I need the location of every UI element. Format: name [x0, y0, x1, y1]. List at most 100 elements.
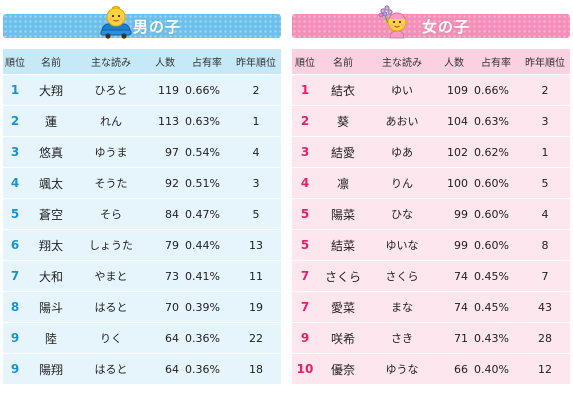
prev-rank-cell: 12: [520, 354, 570, 384]
reading-cell: りく: [75, 323, 147, 353]
prev-rank-cell: 1: [520, 137, 570, 167]
count-cell: 100: [436, 168, 472, 198]
table-row: 9 陽翔 はると 64 0.36% 18: [3, 354, 281, 384]
share-cell: 0.39%: [183, 292, 231, 322]
reading-cell: ひろと: [75, 75, 147, 105]
boys-title: 男の子: [132, 18, 181, 36]
rank-cell: 5: [3, 199, 27, 229]
share-cell: 0.63%: [183, 106, 231, 136]
table-row: 4 凛 りん 100 0.60% 5: [292, 168, 570, 198]
rank-cell: 4: [292, 168, 318, 198]
rank-cell: 10: [292, 354, 318, 384]
rank-cell: 9: [292, 323, 318, 353]
column-header-prev-rank: 昨年順位: [231, 49, 281, 74]
reading-cell: ひな: [368, 199, 436, 229]
name-cell: 翔太: [27, 230, 75, 260]
table-row: 1 結衣 ゆい 109 0.66% 2: [292, 75, 570, 105]
reading-cell: れん: [75, 106, 147, 136]
share-cell: 0.63%: [472, 106, 520, 136]
name-cell: 大翔: [27, 75, 75, 105]
girls-ranking-table: 順位 名前 主な読み 人数 占有率 昨年順位 1 結衣 ゆい 109 0.66%…: [292, 48, 570, 385]
prev-rank-cell: 4: [231, 137, 281, 167]
rank-cell: 2: [3, 106, 27, 136]
rank-cell: 2: [292, 106, 318, 136]
table-header-row: 順位 名前 主な読み 人数 占有率 昨年順位: [3, 49, 281, 74]
name-cell: 陸: [27, 323, 75, 353]
table-row: 8 陽斗 はると 70 0.39% 19: [3, 292, 281, 322]
prev-rank-cell: 3: [231, 168, 281, 198]
share-cell: 0.66%: [472, 75, 520, 105]
share-cell: 0.43%: [472, 323, 520, 353]
name-cell: 陽斗: [27, 292, 75, 322]
prev-rank-cell: 4: [520, 199, 570, 229]
reading-cell: りん: [368, 168, 436, 198]
rank-cell: 1: [3, 75, 27, 105]
column-header-rank: 順位: [3, 49, 27, 74]
prev-rank-cell: 13: [231, 230, 281, 260]
prev-rank-cell: 2: [520, 75, 570, 105]
share-cell: 0.41%: [183, 261, 231, 291]
reading-cell: はると: [75, 354, 147, 384]
girls-banner: 女の子: [292, 5, 570, 39]
share-cell: 0.45%: [472, 292, 520, 322]
reading-cell: そうた: [75, 168, 147, 198]
count-cell: 73: [147, 261, 183, 291]
girls-ranking-panel: 女の子 順位 名前 主な読み 人数 占有率 昨年順位 1 結衣 ゆい 109 0…: [292, 5, 570, 385]
name-cell: 悠真: [27, 137, 75, 167]
prev-rank-cell: 1: [231, 106, 281, 136]
column-header-reading: 主な読み: [368, 49, 436, 74]
girls-title: 女の子: [421, 18, 470, 36]
share-cell: 0.60%: [472, 168, 520, 198]
count-cell: 64: [147, 354, 183, 384]
prev-rank-cell: 22: [231, 323, 281, 353]
table-row: 5 陽菜 ひな 99 0.60% 4: [292, 199, 570, 229]
share-cell: 0.60%: [472, 230, 520, 260]
table-row: 3 悠真 ゆうま 97 0.54% 4: [3, 137, 281, 167]
reading-cell: あおい: [368, 106, 436, 136]
name-cell: 蓮: [27, 106, 75, 136]
girl-with-flowers-icon: [378, 5, 412, 43]
name-cell: 凛: [318, 168, 368, 198]
share-cell: 0.51%: [183, 168, 231, 198]
count-cell: 92: [147, 168, 183, 198]
table-row: 2 蓮 れん 113 0.63% 1: [3, 106, 281, 136]
table-row: 7 大和 やまと 73 0.41% 11: [3, 261, 281, 291]
count-cell: 74: [436, 261, 472, 291]
column-header-count: 人数: [147, 49, 183, 74]
count-cell: 99: [436, 230, 472, 260]
prev-rank-cell: 5: [520, 168, 570, 198]
column-header-share: 占有率: [472, 49, 520, 74]
table-row: 7 さくら さくら 74 0.45% 7: [292, 261, 570, 291]
reading-cell: やまと: [75, 261, 147, 291]
name-cell: 結愛: [318, 137, 368, 167]
count-cell: 66: [436, 354, 472, 384]
rank-cell: 9: [3, 354, 27, 384]
rank-cell: 1: [292, 75, 318, 105]
count-cell: 99: [436, 199, 472, 229]
table-row: 5 結菜 ゆいな 99 0.60% 8: [292, 230, 570, 260]
share-cell: 0.54%: [183, 137, 231, 167]
table-header-row: 順位 名前 主な読み 人数 占有率 昨年順位: [292, 49, 570, 74]
boys-ranking-table: 順位 名前 主な読み 人数 占有率 昨年順位 1 大翔 ひろと 119 0.66…: [3, 48, 281, 385]
reading-cell: まな: [368, 292, 436, 322]
count-cell: 97: [147, 137, 183, 167]
count-cell: 74: [436, 292, 472, 322]
reading-cell: ゆいな: [368, 230, 436, 260]
reading-cell: そら: [75, 199, 147, 229]
reading-cell: さき: [368, 323, 436, 353]
table-row: 3 結愛 ゆあ 102 0.62% 1: [292, 137, 570, 167]
name-cell: 陽翔: [27, 354, 75, 384]
reading-cell: しょうた: [75, 230, 147, 260]
rank-cell: 8: [3, 292, 27, 322]
table-row: 7 愛菜 まな 74 0.45% 43: [292, 292, 570, 322]
name-cell: 葵: [318, 106, 368, 136]
rank-cell: 7: [3, 261, 27, 291]
share-cell: 0.36%: [183, 354, 231, 384]
rank-cell: 9: [3, 323, 27, 353]
column-header-share: 占有率: [183, 49, 231, 74]
count-cell: 70: [147, 292, 183, 322]
share-cell: 0.60%: [472, 199, 520, 229]
boys-ranking-panel: 男の子 順位 名前 主な読み 人数 占有率 昨年順位 1 大翔 ひろと 119 …: [3, 5, 281, 385]
column-header-name: 名前: [27, 49, 75, 74]
reading-cell: さくら: [368, 261, 436, 291]
